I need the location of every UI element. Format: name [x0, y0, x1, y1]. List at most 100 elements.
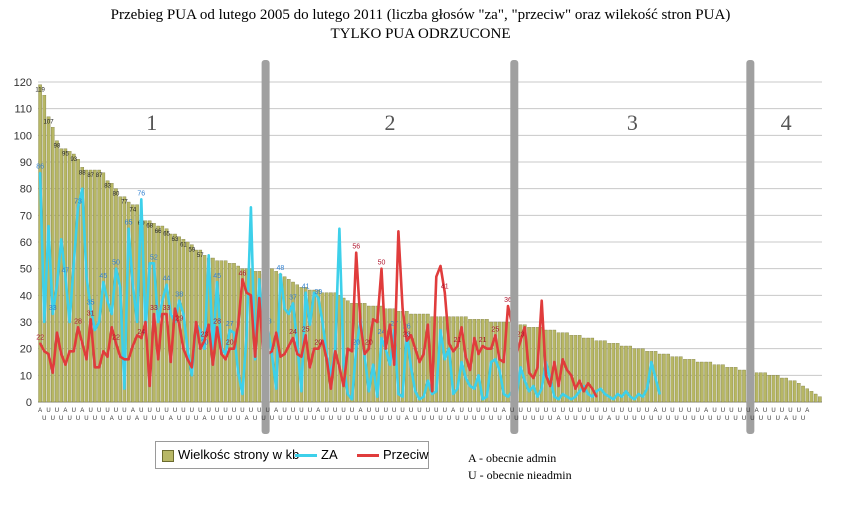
status-code-label: U — [413, 416, 417, 422]
status-code-label: U — [797, 408, 801, 414]
bar — [763, 372, 767, 403]
za-line-point — [279, 273, 282, 275]
bar — [708, 361, 713, 403]
przeciw-line-point — [561, 358, 564, 361]
za-line-value-label: 45 — [213, 273, 221, 280]
status-code-label: U — [215, 408, 219, 414]
za-line-point — [422, 395, 425, 398]
status-code-label: U — [371, 416, 375, 422]
przeciw-line-point — [161, 313, 164, 315]
bar — [76, 159, 80, 403]
status-code-label: U — [792, 416, 796, 422]
przeciw-line-point — [140, 337, 143, 339]
przeciw-line-point — [203, 339, 206, 342]
status-code-label: A — [110, 416, 114, 422]
status-code-label: U — [687, 408, 691, 414]
status-code-label: U — [615, 416, 619, 422]
przeciw-line-point — [308, 366, 311, 369]
przeciw-line-point — [169, 361, 172, 363]
bar — [198, 249, 203, 403]
status-code-label: U — [544, 408, 548, 414]
przeciw-line-point — [245, 291, 248, 294]
status-code-label: U — [185, 416, 189, 422]
bar — [582, 337, 586, 403]
za-line-point — [566, 395, 568, 398]
bar — [691, 359, 696, 403]
status-code-label: U — [620, 408, 624, 414]
bar-value-label: 57 — [197, 253, 204, 259]
przeciw-line-point — [545, 374, 547, 377]
bar — [485, 319, 489, 403]
status-code-label: U — [531, 416, 535, 422]
status-code-label: U — [695, 408, 699, 414]
status-code-label: U — [375, 408, 379, 414]
za-line-point — [321, 321, 324, 323]
status-code-label: U — [291, 408, 295, 414]
za-line-point — [283, 307, 286, 310]
status-code-label: U — [662, 408, 666, 414]
przeciw-line-point — [190, 366, 193, 369]
status-code-label: U — [569, 408, 573, 414]
status-code-label: U — [97, 408, 101, 414]
status-code-label: U — [282, 408, 286, 414]
bar — [590, 337, 595, 403]
y-tick-label: 90 — [20, 157, 32, 169]
period-label: 3 — [627, 110, 638, 135]
status-code-label: U — [443, 408, 447, 414]
przeciw-line-point — [153, 313, 155, 315]
status-code-label: U — [738, 408, 742, 414]
przeciw-line-point — [464, 355, 467, 358]
status-code-label: U — [105, 408, 109, 414]
status-code-label: U — [337, 416, 341, 422]
status-code-label: U — [763, 408, 767, 414]
za-line-point — [115, 267, 117, 270]
za-line-point — [599, 387, 602, 390]
status-code-label: U — [434, 408, 438, 414]
status-code-label: A — [316, 408, 320, 414]
bar-value-label: 119 — [35, 88, 45, 94]
status-code-label: U — [207, 408, 211, 414]
za-line-value-label: 33 — [49, 305, 57, 312]
przeciw-line-point — [56, 331, 58, 334]
status-code-label: U — [346, 416, 350, 422]
bar — [704, 361, 708, 403]
za-line-point — [182, 313, 185, 315]
przeciw-line-value-label: 20 — [314, 340, 322, 347]
za-line-point — [224, 353, 227, 355]
za-line-point — [233, 331, 235, 334]
przeciw-line-point — [422, 353, 425, 355]
za-line-point — [317, 297, 320, 299]
bar-value-label: 68 — [146, 224, 153, 230]
za-line-point — [296, 342, 299, 345]
przeciw-line-point — [389, 323, 391, 326]
status-code-label: U — [287, 416, 291, 422]
za-line-point — [595, 390, 598, 393]
przeciw-line-point — [119, 355, 122, 358]
przeciw-line-value-label: 22 — [36, 334, 44, 341]
status-code-label: U — [485, 408, 489, 414]
przeciw-line-point — [490, 347, 493, 350]
bar — [329, 292, 333, 403]
przeciw-line-point — [507, 305, 509, 307]
przeciw-line-point — [325, 358, 328, 361]
za-line-point — [346, 393, 349, 395]
status-code-label: U — [464, 416, 468, 422]
legend-label-bar: Wielkośc strony w kb — [178, 447, 300, 462]
status-code-label: U — [700, 416, 704, 422]
status-code-label: U — [72, 408, 76, 414]
status-code-label: U — [594, 408, 598, 414]
bar — [683, 359, 687, 403]
bar — [784, 377, 788, 403]
za-line-point — [169, 313, 172, 315]
bar — [97, 169, 101, 403]
za-line-point — [94, 329, 96, 331]
bar — [775, 375, 780, 403]
status-code-label: U — [160, 416, 164, 422]
status-code-label: U — [780, 408, 784, 414]
przeciw-line-point — [338, 366, 341, 369]
przeciw-line-point — [532, 377, 535, 379]
status-code-label: U — [384, 408, 388, 414]
przeciw-line-value-label: 22 — [112, 334, 120, 341]
status-code-label: U — [139, 408, 143, 414]
bar — [797, 383, 801, 403]
